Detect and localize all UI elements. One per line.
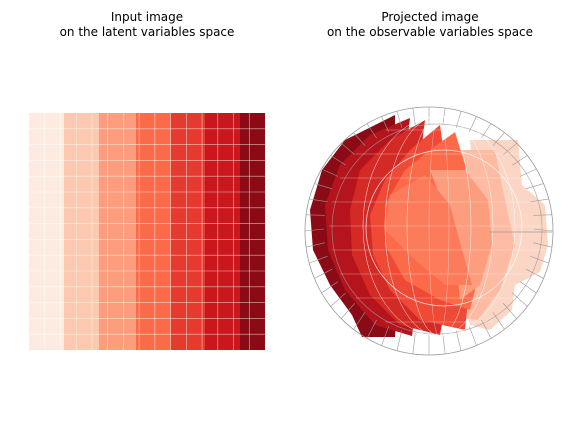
color-band — [136, 113, 171, 350]
radial-tick — [530, 198, 549, 203]
radial-tick — [341, 303, 355, 319]
left-panel-title: Input image on the latent variables spac… — [17, 10, 277, 40]
radial-tick — [321, 281, 339, 294]
radial-tick — [309, 255, 328, 264]
radial-tick — [381, 116, 390, 133]
color-band — [171, 113, 205, 350]
color-band — [99, 113, 136, 350]
radial-tick — [481, 319, 492, 339]
radial-tick — [533, 228, 554, 232]
latent-space-image — [29, 113, 265, 350]
radial-tick — [512, 292, 528, 307]
radial-tick — [341, 143, 355, 155]
radial-tick — [381, 325, 390, 346]
body-highlight — [385, 175, 472, 285]
radial-tick — [314, 268, 333, 279]
radial-tick — [305, 242, 325, 248]
radial-tick — [330, 292, 346, 307]
wireframe-sphere — [304, 106, 554, 356]
radial-tick — [530, 255, 549, 264]
radial-tick — [492, 312, 505, 330]
radial-tick — [455, 111, 462, 128]
radial-tick — [321, 168, 339, 177]
inner-ring-light — [365, 149, 523, 307]
color-band — [205, 113, 240, 350]
radial-tick — [442, 333, 446, 354]
radial-tick — [412, 333, 416, 354]
radial-tick — [330, 155, 346, 166]
radial-tick — [353, 132, 366, 146]
radial-tick — [353, 312, 366, 330]
radial-tick — [396, 330, 403, 351]
radial-tick — [468, 325, 477, 346]
radial-tick — [366, 123, 377, 139]
radial-tick — [503, 303, 517, 319]
right-title-line2: on the observable variables space — [326, 25, 534, 39]
right-title-line1: Projected image — [381, 10, 479, 24]
left-title-line2: on the latent variables space — [59, 25, 235, 39]
radial-tick — [309, 198, 328, 203]
radial-tick — [412, 108, 416, 125]
radial-tick — [304, 228, 325, 232]
radial-tick — [512, 155, 528, 166]
right-panel-title: Projected image on the observable variab… — [300, 10, 560, 40]
radial-tick — [525, 183, 544, 190]
radial-tick — [396, 111, 403, 128]
radial-tick — [314, 183, 333, 190]
radial-tick — [503, 143, 517, 155]
color-band — [29, 113, 64, 350]
color-band — [240, 113, 265, 350]
radial-tick — [519, 281, 537, 294]
left-title-line1: Input image — [110, 10, 184, 24]
radial-tick — [519, 168, 537, 177]
radial-tick — [492, 132, 505, 146]
radial-tick — [455, 330, 462, 351]
radial-tick — [481, 123, 492, 139]
radial-tick — [366, 319, 377, 339]
color-band — [64, 113, 99, 350]
radial-tick — [533, 242, 553, 248]
radial-tick — [468, 116, 477, 133]
